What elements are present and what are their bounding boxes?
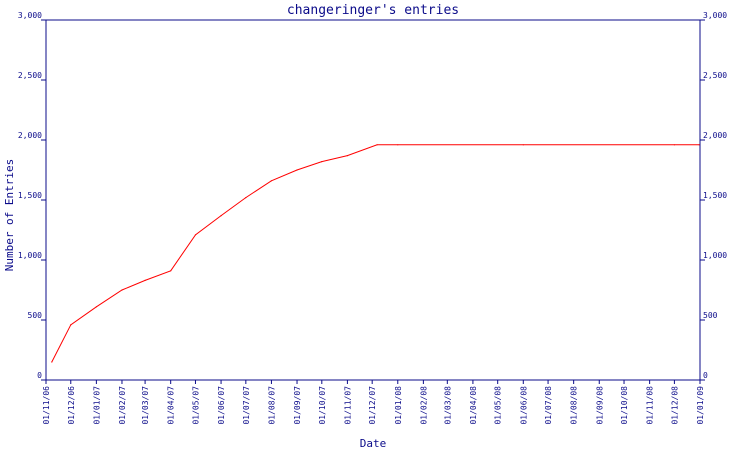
x-tick-label: 01/01/08 <box>394 386 403 425</box>
x-tick-label: 01/05/07 <box>191 386 200 425</box>
x-tick-label: 01/10/07 <box>318 386 327 425</box>
y-tick-label-right: 500 <box>703 311 718 320</box>
x-tick-label: 01/08/08 <box>570 386 579 425</box>
x-tick-label: 01/07/07 <box>242 386 251 425</box>
series-group <box>51 144 700 363</box>
y-tick-label-right: 1,500 <box>703 191 727 200</box>
plot-frame <box>45 19 701 381</box>
x-tick-label: 01/03/07 <box>141 386 150 425</box>
y-tick-label-right: 2,000 <box>703 131 727 140</box>
data-point <box>220 215 222 217</box>
y-axis-label: Number of Entries <box>3 159 16 272</box>
y-tick-label-left: 500 <box>28 311 43 320</box>
y-tick-label-left: 2,500 <box>18 71 42 80</box>
x-tick-label: 01/06/08 <box>519 386 528 425</box>
x-tick-label: 01/12/08 <box>670 386 679 425</box>
data-point <box>144 279 146 281</box>
data-point <box>698 144 700 146</box>
y-tick-label-left: 1,500 <box>18 191 42 200</box>
x-tick-label: 01/02/07 <box>118 386 127 425</box>
y-tick-label-left: 0 <box>37 371 42 380</box>
series-line <box>51 144 700 363</box>
x-tick-label: 01/06/07 <box>217 386 226 425</box>
x-axis-label: Date <box>360 437 387 450</box>
y-tick-label-right: 0 <box>703 371 708 380</box>
x-tick-label: 01/04/08 <box>469 386 478 425</box>
y-tick-label-right: 1,000 <box>703 251 727 260</box>
data-point <box>170 270 172 272</box>
x-tick-label: 01/04/07 <box>167 386 176 425</box>
x-tick-label: 01/09/07 <box>293 386 302 425</box>
x-tick-label: 01/11/08 <box>646 386 655 425</box>
x-tick-label: 01/09/08 <box>595 386 604 425</box>
x-tick-label: 01/02/08 <box>419 386 428 425</box>
x-tick-label: 01/12/06 <box>67 386 76 425</box>
y-tick-label-right: 2,500 <box>703 71 727 80</box>
axes <box>45 19 701 381</box>
x-tick-label: 01/12/07 <box>368 386 377 425</box>
x-tick-label: 01/01/09 <box>696 386 705 425</box>
y-tick-label-right: 3,000 <box>703 11 727 20</box>
data-point <box>70 324 72 326</box>
data-point <box>121 289 123 291</box>
data-point <box>321 161 323 163</box>
x-tick-label: 01/11/07 <box>343 386 352 425</box>
x-tick-label: 01/07/08 <box>544 386 553 425</box>
x-tick-label: 01/10/08 <box>620 386 629 425</box>
data-point <box>95 306 97 308</box>
y-tick-label-left: 3,000 <box>18 11 42 20</box>
x-ticks: 01/11/06 01/12/06 01/01/07 01/02/07 01/03/07… <box>42 380 705 425</box>
y-ticks: 0 0 500 500 1,000 1,000 1,500 1,500 2,000 2,000 2,… <box>18 11 727 381</box>
data-point <box>522 144 524 146</box>
data-point <box>376 144 378 146</box>
data-point <box>270 180 272 182</box>
x-tick-label: 01/05/08 <box>494 386 503 425</box>
x-tick-label: 01/03/08 <box>443 386 452 425</box>
data-point <box>673 144 676 146</box>
data-point <box>397 144 399 146</box>
data-point <box>194 234 197 236</box>
y-tick-label-left: 2,000 <box>18 131 42 140</box>
x-tick-label: 01/01/07 <box>92 386 101 425</box>
x-tick-label: 01/11/06 <box>42 386 51 425</box>
data-point <box>296 169 298 171</box>
data-point <box>346 155 348 157</box>
chart-title: changeringer's entries <box>287 3 459 18</box>
y-tick-label-left: 1,000 <box>18 251 42 260</box>
data-point <box>51 361 53 363</box>
data-point <box>245 197 247 199</box>
x-tick-label: 01/08/07 <box>267 386 276 425</box>
